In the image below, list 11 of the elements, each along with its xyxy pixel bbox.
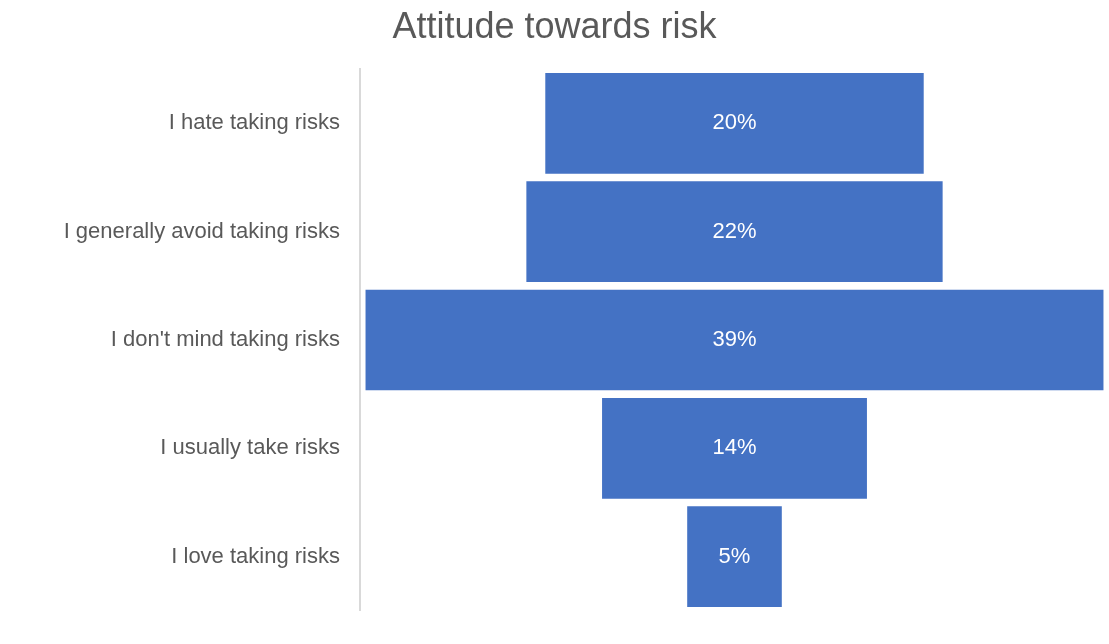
- data-label: 5%: [718, 542, 751, 568]
- data-label: 14%: [712, 434, 757, 460]
- data-label: 22%: [712, 217, 757, 243]
- category-label: I hate taking risks: [168, 109, 340, 135]
- data-label: 39%: [712, 326, 757, 352]
- data-label: 20%: [712, 109, 757, 135]
- category-label: I love taking risks: [171, 542, 340, 568]
- category-label: I generally avoid taking risks: [63, 217, 340, 243]
- category-label: I don't mind taking risks: [110, 326, 340, 352]
- text: Attitude towards risk: [392, 4, 718, 46]
- category-label: I usually take risks: [160, 434, 340, 460]
